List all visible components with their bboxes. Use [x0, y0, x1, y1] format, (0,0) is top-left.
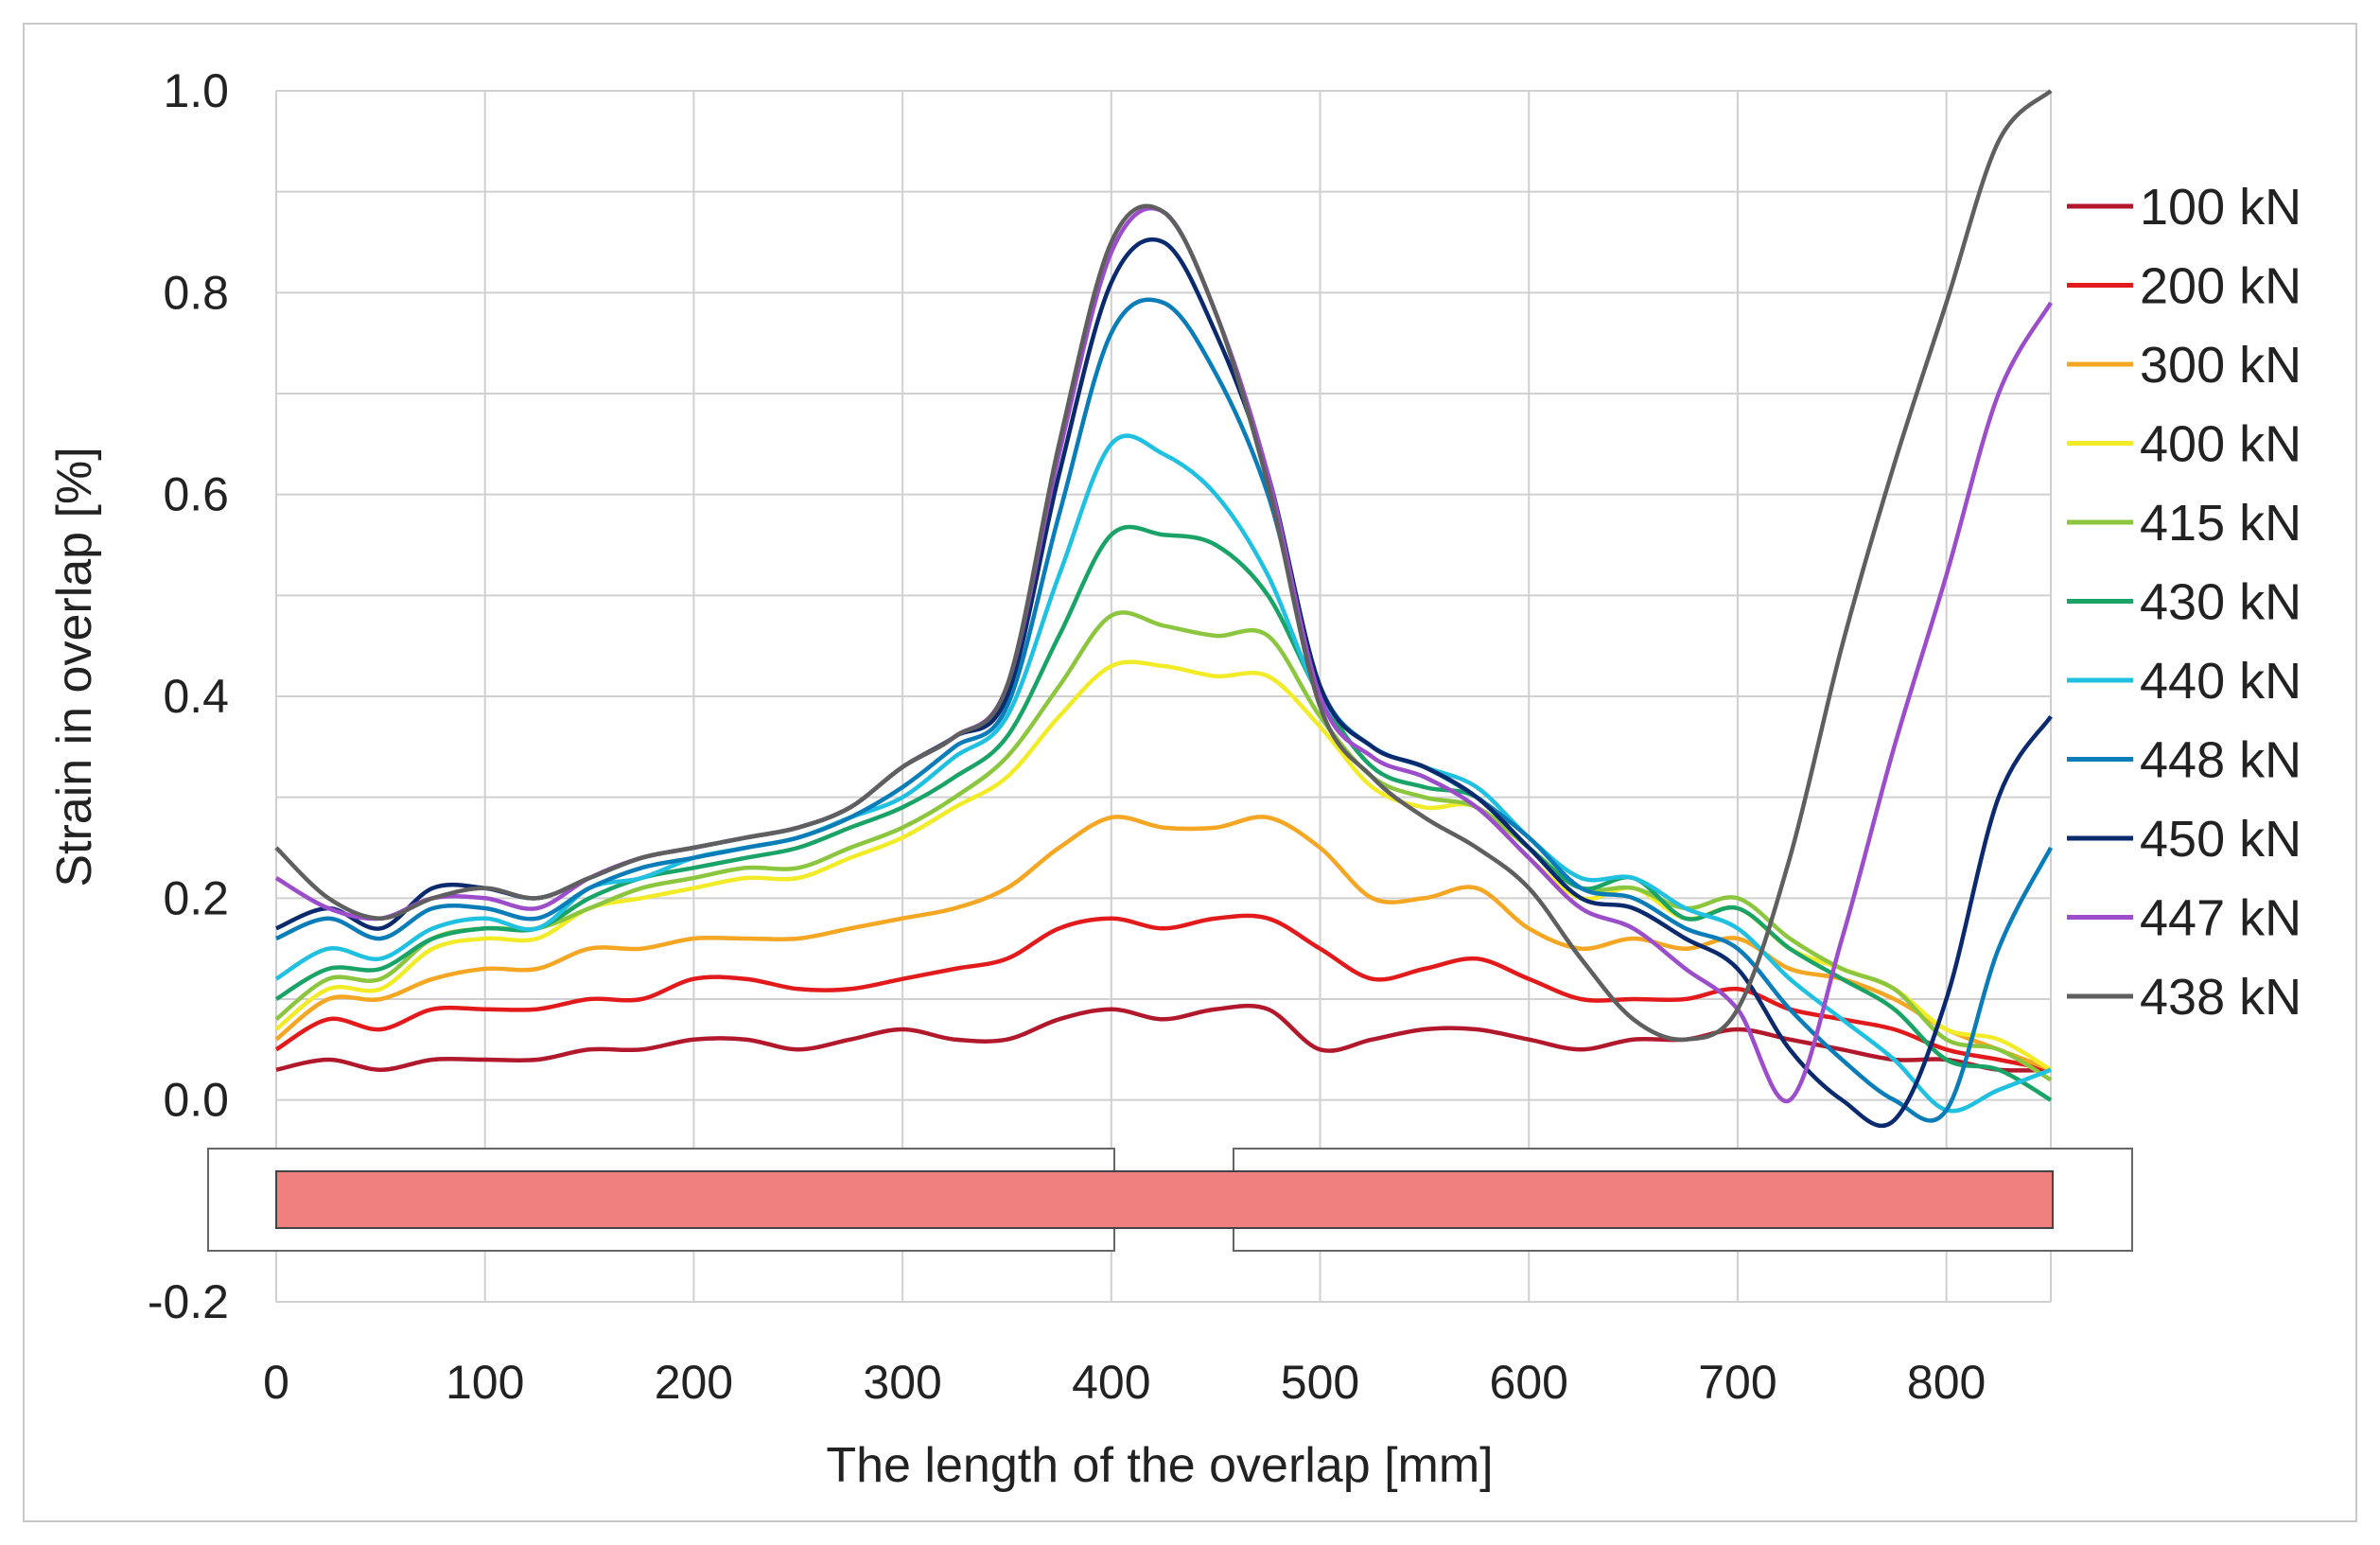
x-tick-label: 200 — [655, 1356, 733, 1409]
series-lines — [274, 89, 2053, 1129]
x-tick-label: 0 — [263, 1356, 289, 1409]
x-tick-label: 800 — [1907, 1356, 1986, 1409]
series-line-415-kn — [274, 610, 2053, 1082]
legend-label: 430 kN — [2140, 574, 2301, 631]
series-line-430-kn — [274, 524, 2053, 1102]
legend-label: 448 kN — [2140, 732, 2301, 789]
legend-label: 450 kN — [2140, 811, 2301, 868]
series-line-438-kn — [274, 89, 2053, 1043]
overlap-strip — [275, 1170, 2054, 1229]
y-tick-label: 0.2 — [163, 871, 229, 924]
legend-label: 440 kN — [2140, 653, 2301, 710]
legend-label: 200 kN — [2140, 258, 2301, 315]
x-tick-label: 100 — [446, 1356, 524, 1409]
x-tick-label: 500 — [1281, 1356, 1359, 1409]
x-tick-label: 600 — [1490, 1356, 1568, 1409]
y-tick-label: 0.0 — [163, 1074, 229, 1127]
legend-label: 415 kN — [2140, 495, 2301, 552]
series-line-448-kn — [275, 297, 2053, 1123]
legend-label: 438 kN — [2140, 969, 2301, 1026]
x-axis-title: The length of the overlap [mm] — [826, 1438, 1493, 1493]
x-tick-label: 700 — [1698, 1356, 1776, 1409]
y-tick-label: 1.0 — [163, 64, 229, 117]
series-line-100-kn — [275, 1003, 2052, 1073]
legend-label: 400 kN — [2140, 416, 2301, 473]
y-axis-title: Strain in overlap [%] — [47, 447, 102, 887]
x-tick-label: 300 — [863, 1356, 941, 1409]
y-tick-label: 0.8 — [163, 266, 229, 319]
y-tick-label: 0.4 — [163, 670, 229, 723]
legend-label: 300 kN — [2140, 337, 2301, 394]
legend-label: 447 kN — [2140, 890, 2301, 947]
x-tick-label: 400 — [1072, 1356, 1150, 1409]
legend-label: 100 kN — [2140, 179, 2301, 236]
legend: 100 kN 200 kN 300 kN 400 kN 415 kN 430 kN 440 … — [2067, 179, 2301, 1026]
y-tick-labels: -0.2 0.0 0.2 0.4 0.6 0.8 1.0 — [148, 64, 229, 1328]
series-line-450-kn — [275, 237, 2053, 1129]
x-tick-labels: 0 100 200 300 400 500 600 700 800 — [263, 1356, 1986, 1409]
grid-lines — [275, 90, 2052, 1303]
y-tick-label: -0.2 — [148, 1275, 229, 1328]
y-tick-label: 0.6 — [163, 468, 229, 521]
joint-diagram — [207, 1148, 2133, 1252]
